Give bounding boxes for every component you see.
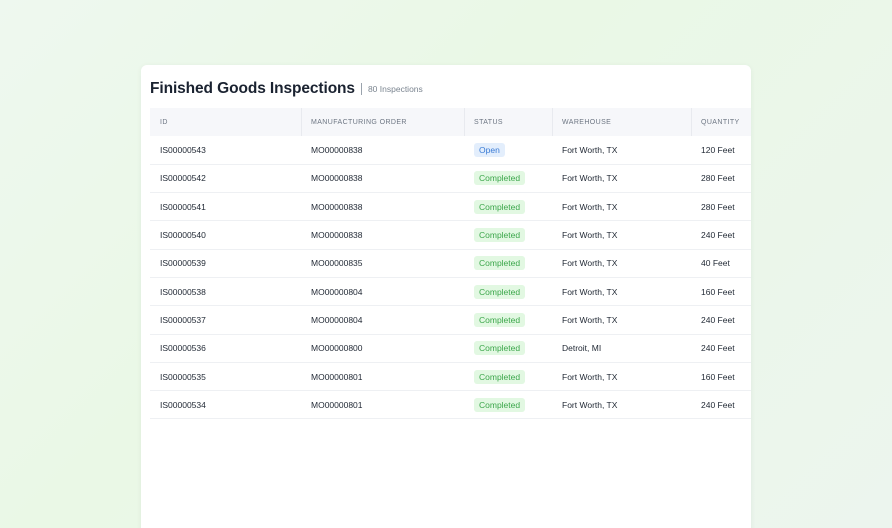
status-badge: Completed (474, 369, 526, 384)
column-header-manufacturing-order[interactable]: MANUFACTURING ORDER (301, 108, 464, 136)
status-badge: Completed (474, 228, 526, 243)
cell-quantity: 280 Feet (691, 192, 751, 222)
cell-warehouse: Fort Worth, TX (552, 277, 691, 307)
cell-quantity: 160 Feet (691, 277, 751, 307)
table-row[interactable]: IS00000536 MO00000800 Completed Detroit, MI… (150, 334, 751, 363)
cell-manufacturing-order[interactable]: MO00000801 (301, 362, 464, 392)
cell-warehouse: Fort Worth, TX (552, 390, 691, 420)
table-row[interactable]: IS00000541 MO00000838 Completed Fort Worth,… (150, 192, 751, 222)
status-badge: Open (474, 142, 505, 157)
cell-id[interactable]: IS00000542 (150, 164, 301, 194)
cell-manufacturing-order[interactable]: MO00000800 (301, 334, 464, 363)
cell-quantity: 240 Feet (691, 390, 751, 420)
table-row[interactable]: IS00000543 MO00000838 Open Fort Worth, TX 12… (150, 136, 751, 165)
cell-warehouse: Fort Worth, TX (552, 362, 691, 392)
cell-id[interactable]: IS00000534 (150, 390, 301, 420)
title-divider (360, 83, 362, 95)
table-row[interactable]: IS00000542 MO00000838 Completed Fort Worth,… (150, 164, 751, 194)
cell-manufacturing-order[interactable]: MO00000804 (301, 305, 464, 335)
cell-manufacturing-order[interactable]: MO00000838 (301, 136, 464, 165)
cell-quantity: 120 Feet (691, 136, 751, 165)
status-badge: Completed (474, 341, 526, 356)
cell-manufacturing-order[interactable]: MO00000838 (301, 164, 464, 194)
cell-status: Completed (464, 390, 552, 420)
table-row[interactable]: IS00000535 MO00000801 Completed Fort Worth,… (150, 362, 751, 392)
cell-id[interactable]: IS00000537 (150, 305, 301, 335)
status-badge: Completed (474, 284, 526, 299)
cell-warehouse: Fort Worth, TX (552, 249, 691, 278)
cell-id[interactable]: IS00000540 (150, 220, 301, 250)
cell-quantity: 240 Feet (691, 305, 751, 335)
column-header-id[interactable]: ID (160, 118, 168, 126)
cell-status: Completed (464, 362, 552, 392)
cell-quantity: 240 Feet (691, 334, 751, 363)
cell-id[interactable]: IS00000541 (150, 192, 301, 222)
status-badge: Completed (474, 171, 526, 186)
cell-status: Completed (464, 192, 552, 222)
cell-warehouse: Fort Worth, TX (552, 305, 691, 335)
inspections-card: Finished Goods Inspections 80 Inspection… (141, 65, 751, 528)
cell-status: Completed (464, 277, 552, 307)
table-header-row: ID MANUFACTURING ORDER STATUS WAREHOUSE … (150, 108, 751, 136)
table-row[interactable]: IS00000534 MO00000801 Completed Fort Worth,… (150, 390, 751, 420)
cell-manufacturing-order[interactable]: MO00000835 (301, 249, 464, 278)
table-row[interactable]: IS00000538 MO00000804 Completed Fort Worth,… (150, 277, 751, 307)
cell-status: Completed (464, 305, 552, 335)
cell-warehouse: Fort Worth, TX (552, 192, 691, 222)
cell-warehouse: Fort Worth, TX (552, 164, 691, 194)
cell-manufacturing-order[interactable]: MO00000838 (301, 220, 464, 250)
column-header-warehouse[interactable]: WAREHOUSE (552, 108, 691, 136)
cell-quantity: 160 Feet (691, 362, 751, 392)
cell-id[interactable]: IS00000538 (150, 277, 301, 307)
cell-quantity: 40 Feet (691, 249, 751, 278)
cell-status: Completed (464, 220, 552, 250)
cell-manufacturing-order[interactable]: MO00000801 (301, 390, 464, 420)
cell-status: Completed (464, 249, 552, 278)
status-badge: Completed (474, 312, 526, 327)
cell-manufacturing-order[interactable]: MO00000838 (301, 192, 464, 222)
cell-status: Open (464, 136, 552, 165)
cell-id[interactable]: IS00000536 (150, 334, 301, 363)
cell-quantity: 240 Feet (691, 220, 751, 250)
cell-quantity: 280 Feet (691, 164, 751, 194)
cell-id[interactable]: IS00000543 (150, 136, 301, 165)
status-badge: Completed (474, 256, 526, 271)
page-title: Finished Goods Inspections (150, 80, 355, 97)
cell-warehouse: Fort Worth, TX (552, 220, 691, 250)
table-row[interactable]: IS00000540 MO00000838 Completed Fort Worth,… (150, 220, 751, 250)
table-row[interactable]: IS00000539 MO00000835 Completed Fort Worth,… (150, 249, 751, 278)
status-badge: Completed (474, 199, 526, 214)
inspections-table: ID MANUFACTURING ORDER STATUS WAREHOUSE … (150, 108, 751, 420)
cell-manufacturing-order[interactable]: MO00000804 (301, 277, 464, 307)
cell-status: Completed (464, 164, 552, 194)
cell-warehouse: Detroit, MI (552, 334, 691, 363)
table-row[interactable]: IS00000537 MO00000804 Completed Fort Worth,… (150, 305, 751, 335)
inspection-count: 80 Inspections (367, 84, 423, 94)
cell-id[interactable]: IS00000535 (150, 362, 301, 392)
card-header: Finished Goods Inspections 80 Inspection… (150, 79, 423, 99)
cell-warehouse: Fort Worth, TX (552, 136, 691, 165)
column-header-quantity[interactable]: QUANTITY (691, 108, 751, 136)
cell-id[interactable]: IS00000539 (150, 249, 301, 278)
column-header-status[interactable]: STATUS (464, 108, 552, 136)
cell-status: Completed (464, 334, 552, 363)
status-badge: Completed (474, 397, 526, 412)
